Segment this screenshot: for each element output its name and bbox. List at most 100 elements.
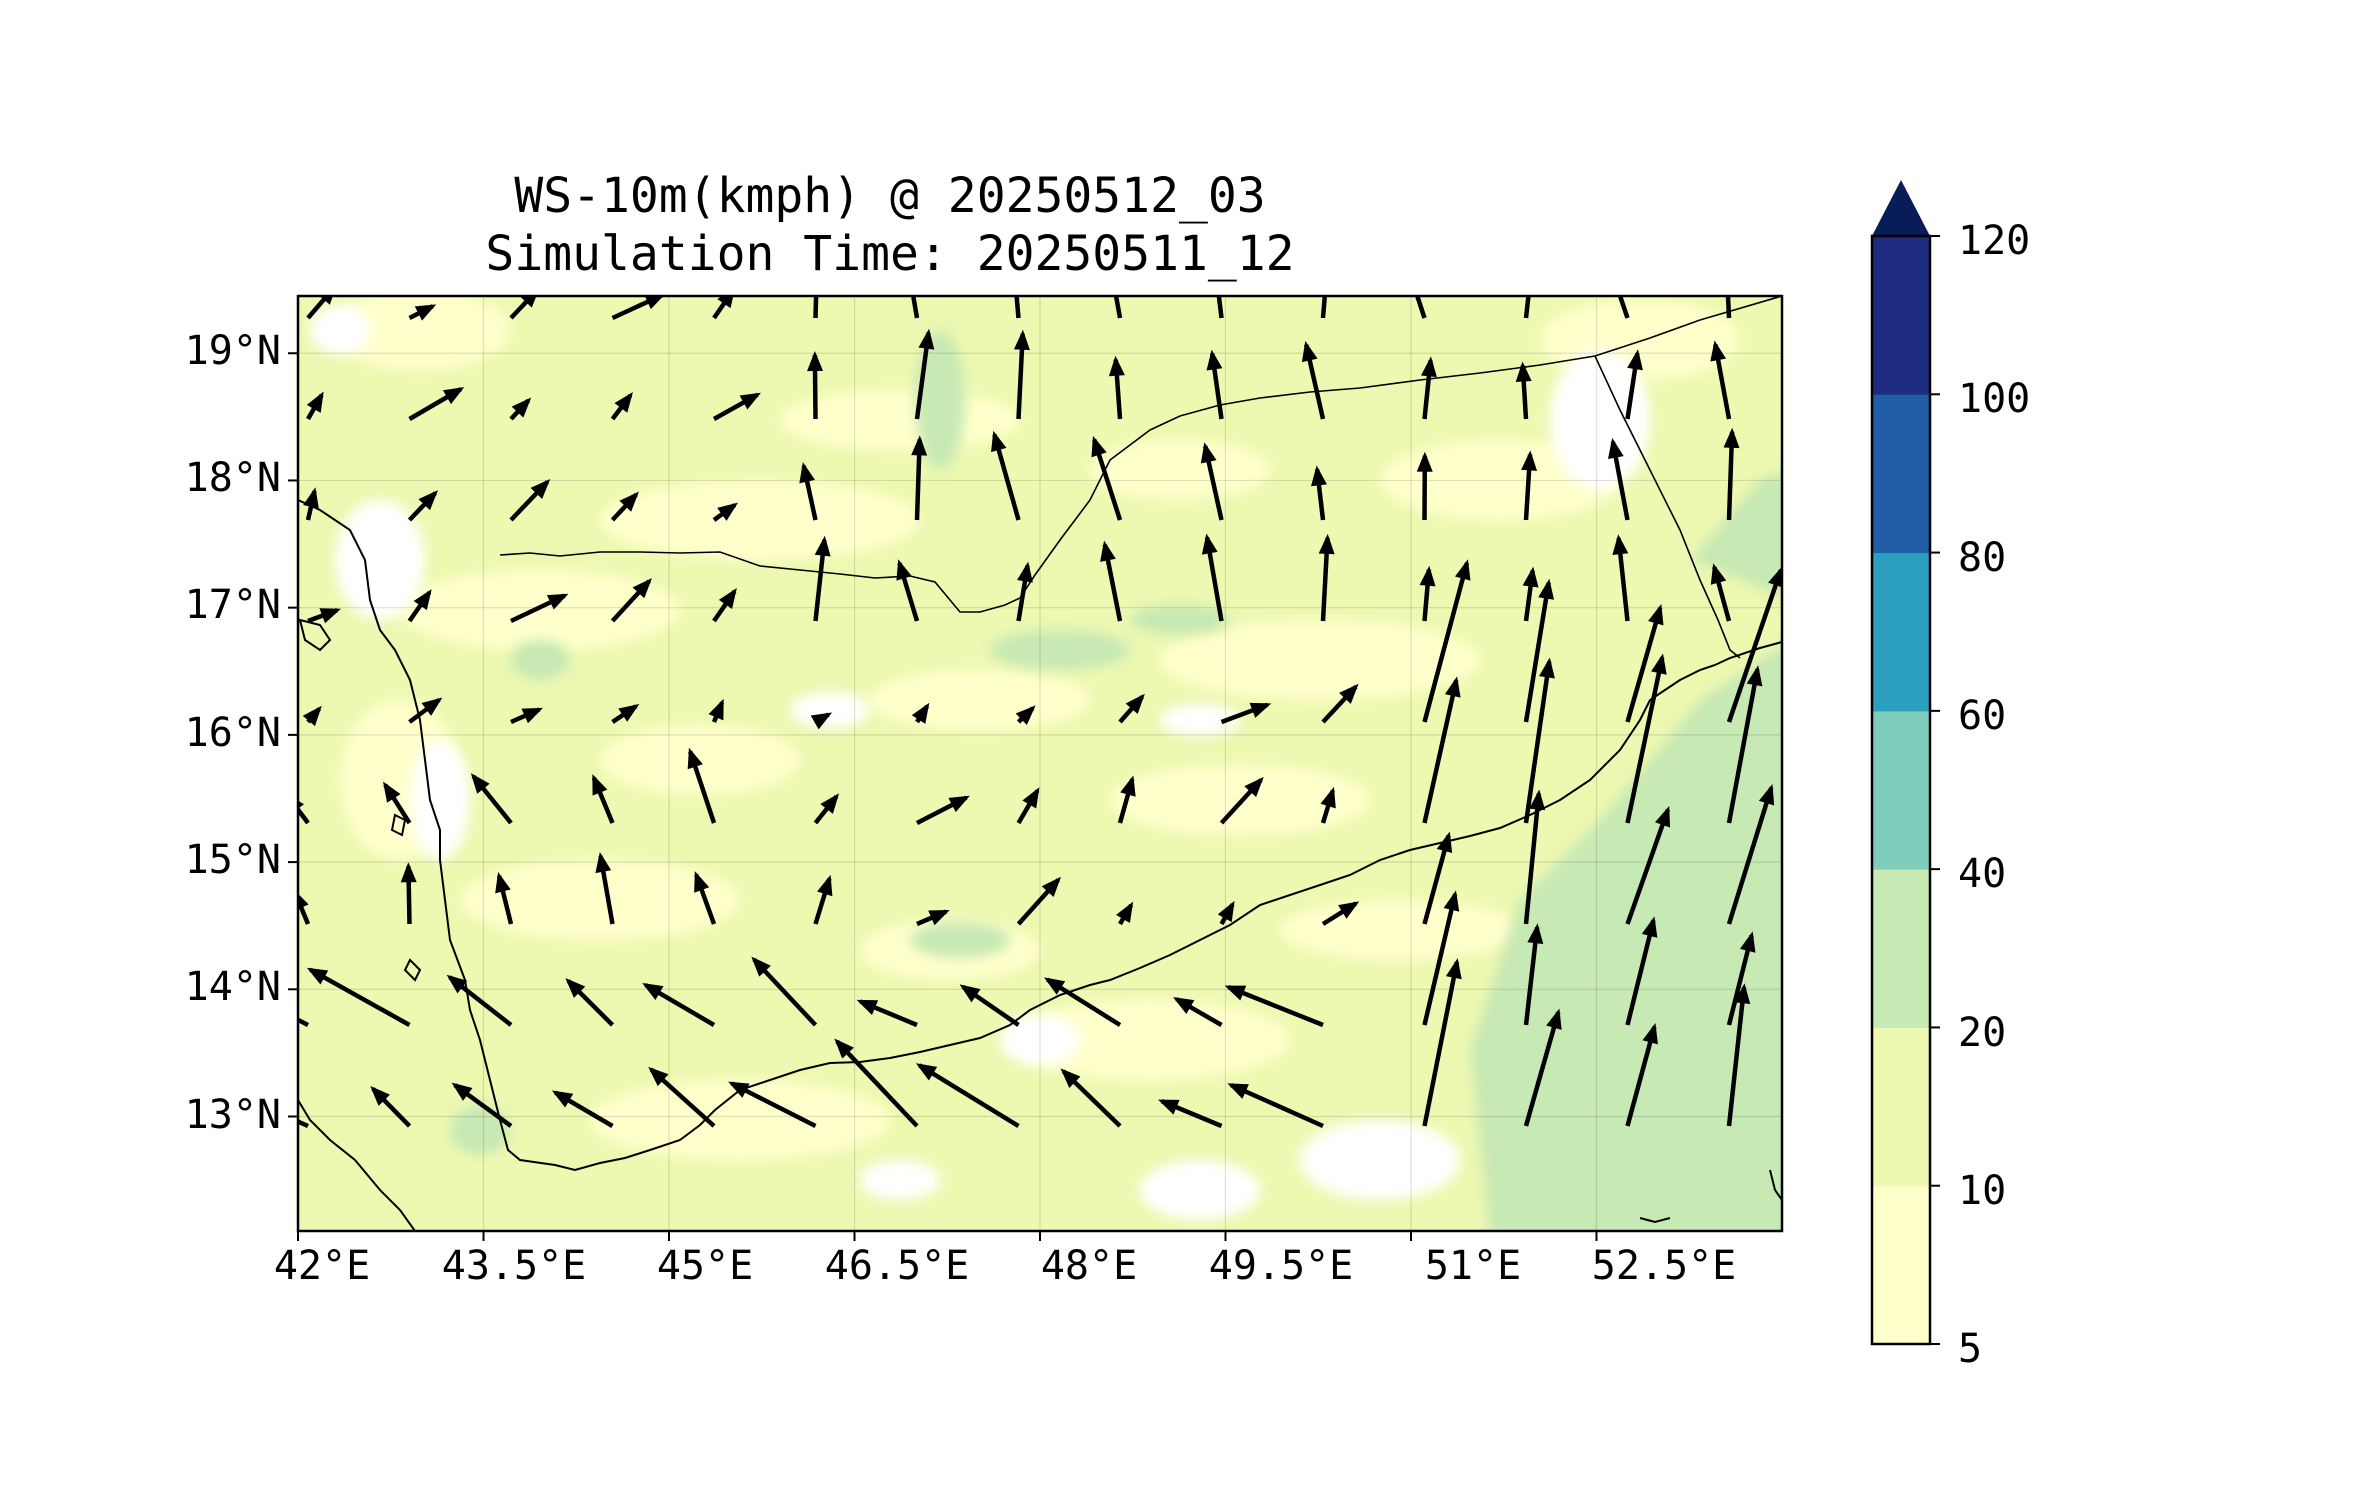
wind-vector-shaft xyxy=(1320,296,1328,319)
wind-vector-head xyxy=(470,773,490,794)
colorbar-band-3 xyxy=(1872,710,1930,870)
wind-vector-head xyxy=(1206,349,1223,371)
lat-label-15: 15°N xyxy=(184,837,281,883)
colorbar-label-10: 10 xyxy=(1958,1168,2007,1214)
wind-vector-head xyxy=(451,1082,473,1101)
wind-vector-shaft xyxy=(813,296,819,319)
wind-vector-head xyxy=(1227,1083,1249,1099)
wind-vector-head xyxy=(1436,831,1453,854)
wind-vector-head xyxy=(1522,566,1539,588)
lon-label-42: 42°E xyxy=(273,1243,371,1289)
wind-vector-head xyxy=(928,910,950,926)
wind-vector-shaft xyxy=(1523,582,1551,723)
wind-vector-head xyxy=(1060,1068,1081,1089)
wind-vector-head xyxy=(1091,435,1107,458)
wind-vector-shaft xyxy=(1625,607,1663,723)
wind-vector-head xyxy=(1651,653,1667,675)
wind-vector-head xyxy=(1320,786,1336,809)
wind-vector-head xyxy=(1607,260,1622,282)
wind-vector-shaft xyxy=(712,296,732,320)
wind-vector-head xyxy=(1420,356,1437,378)
colorbar-label-120: 120 xyxy=(1958,218,2031,264)
wind-vector-shaft xyxy=(1617,296,1630,319)
wind-vector-head xyxy=(632,578,652,599)
wind-vector-shaft xyxy=(1414,296,1427,319)
wind-vector-head xyxy=(1217,900,1235,923)
wind-vector-shaft xyxy=(835,1039,919,1128)
wind-vector-head xyxy=(1654,806,1671,828)
lat-label-14: 14°N xyxy=(184,964,281,1010)
wind-vector-head xyxy=(644,296,664,310)
wind-vector-head xyxy=(1527,923,1544,945)
wind-vector-head xyxy=(306,391,324,413)
wind-vector-head xyxy=(446,974,468,994)
wind-vector-head xyxy=(799,462,815,484)
wind-vector-head xyxy=(809,233,825,253)
wind-vector-head xyxy=(1015,705,1036,726)
wind-vector-head xyxy=(1642,1022,1658,1045)
coastline-and-borders xyxy=(298,499,1782,1231)
wind-vector-shaft xyxy=(1422,679,1459,824)
wind-vector-head xyxy=(413,589,432,611)
wind-vector-head xyxy=(1443,890,1460,912)
wind-vector-head xyxy=(1515,361,1532,382)
colorbar-band-0 xyxy=(1872,1185,1930,1345)
wind-vector-shaft xyxy=(1422,562,1470,723)
lat-label-13: 13°N xyxy=(184,1092,281,1138)
wind-vector-head xyxy=(1116,901,1134,923)
wind-vector-head xyxy=(302,705,322,727)
wind-vector-head xyxy=(1207,245,1223,266)
lat-label-19: 19°N xyxy=(184,328,281,374)
wind-vector-shaft xyxy=(1625,809,1670,925)
wind-vector-head xyxy=(1710,340,1727,362)
wind-vector-head xyxy=(1120,775,1136,797)
wind-vector-head xyxy=(751,956,771,977)
wind-vector-head xyxy=(421,697,443,716)
wind-vector-head xyxy=(915,1063,938,1081)
wind-vector-head xyxy=(1043,977,1066,995)
wind-vector-head xyxy=(1612,534,1629,556)
wind-vectors xyxy=(298,233,1782,1129)
wind-vector-shaft xyxy=(1625,919,1656,1026)
colorbar-band-1 xyxy=(1872,1027,1930,1187)
wind-vector-head xyxy=(521,707,544,724)
wind-vector-shaft xyxy=(1725,296,1732,319)
wind-vector-head xyxy=(739,392,761,410)
colorbar-band-2 xyxy=(1872,869,1930,1028)
wind-vector-head xyxy=(1105,259,1121,280)
colorbar xyxy=(1870,180,1940,1346)
wind-vector-shaft xyxy=(1113,296,1123,319)
map-field xyxy=(298,233,1782,1231)
wind-vector-head xyxy=(728,1081,750,1098)
wind-vector-head xyxy=(298,893,309,909)
wind-vector-shaft xyxy=(1422,961,1460,1127)
wind-vector-head xyxy=(1201,533,1218,555)
wind-vector-head xyxy=(1734,983,1751,1005)
wind-vector-head xyxy=(911,435,928,456)
wind-vector-head xyxy=(1627,349,1643,371)
wind-vector-shaft xyxy=(298,893,311,925)
wind-vector-head xyxy=(303,487,319,509)
wind-vector-shaft xyxy=(1014,296,1021,319)
wind-vector-head xyxy=(319,296,333,305)
wind-vector-shaft xyxy=(1216,296,1224,319)
wind-vector-shaft xyxy=(509,296,535,320)
wind-vector-head xyxy=(1013,329,1030,351)
wind-vector-shaft xyxy=(1523,296,1531,319)
wind-vector-head xyxy=(1455,559,1471,581)
wind-vector-head xyxy=(718,588,737,610)
wind-vector-head xyxy=(614,392,633,413)
wind-vector-head xyxy=(551,1090,574,1108)
wind-vector-head xyxy=(817,874,833,897)
wind-vector-head xyxy=(1318,533,1335,555)
wind-vector-head xyxy=(820,793,840,814)
wind-vector-head xyxy=(595,851,612,874)
wind-vector-shaft xyxy=(1523,661,1552,824)
wind-vector-head xyxy=(896,559,912,581)
lon-label-49-5: 49.5°E xyxy=(1208,1243,1354,1289)
colorbar-band-4 xyxy=(1872,552,1930,712)
field-under-5-patches xyxy=(310,305,1650,1220)
wind-vector-head xyxy=(520,296,537,308)
wind-vector-head xyxy=(1224,985,1247,1001)
